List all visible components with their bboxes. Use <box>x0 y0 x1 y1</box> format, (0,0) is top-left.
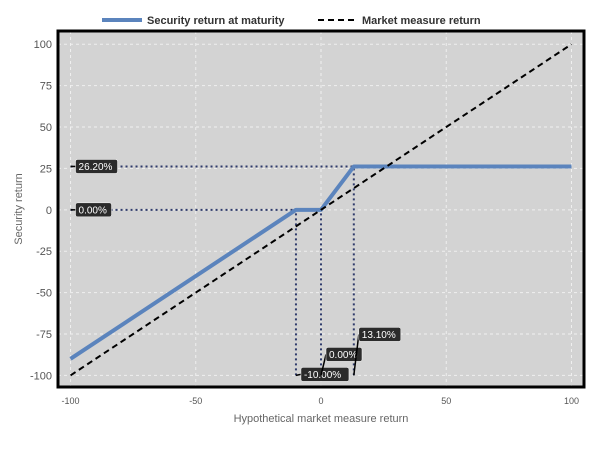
data-label-text: 26.20% <box>79 162 113 173</box>
data-label-text: 0.00% <box>329 350 357 361</box>
plot-frame <box>56 29 586 389</box>
data-label: 26.20% <box>70 159 118 174</box>
y-tick-label: -75 <box>36 329 52 341</box>
data-label: 13.10% <box>353 327 402 376</box>
y-tick-label: 0 <box>46 205 52 217</box>
data-label-text: -10.00% <box>304 370 341 381</box>
legend-label-market-return: Market measure return <box>362 15 481 27</box>
data-label-text: 13.10% <box>362 330 396 341</box>
tick-labels: 100 75 50 25 0 -25 -50 -75 -100 -100 -50 0 50 100 <box>30 39 579 406</box>
legend: Security return at maturity Market measu… <box>102 15 481 27</box>
y-tick-label: 100 <box>34 39 52 51</box>
x-axis-title: Hypothetical market measure return <box>234 413 409 425</box>
grid <box>58 31 584 387</box>
annotations: 26.20% 0.00% -10.00% 0.00% 13.10% <box>70 159 402 382</box>
x-tick-label: 100 <box>564 396 579 406</box>
data-label-box <box>300 367 350 382</box>
data-label-text: 0.00% <box>79 205 107 216</box>
y-tick-label: 25 <box>40 163 52 175</box>
data-label: 0.00% <box>70 202 112 218</box>
data-label-connector <box>353 334 360 376</box>
data-label-connector <box>295 373 302 377</box>
data-label-box <box>358 327 402 342</box>
x-tick-label: -100 <box>62 396 80 406</box>
data-label: -10.00% <box>295 367 350 382</box>
data-label-box <box>75 159 118 174</box>
legend-label-security-return: Security return at maturity <box>147 15 285 27</box>
reference-lines <box>70 165 355 376</box>
series-lines <box>69 43 573 377</box>
y-axis-title: Security return <box>13 173 25 245</box>
y-tick-label: -50 <box>36 288 52 300</box>
data-label-box <box>325 347 363 362</box>
data-label-box <box>75 202 112 218</box>
y-tick-label: -25 <box>36 246 52 258</box>
y-tick-label: -100 <box>30 370 52 382</box>
data-label: 0.00% <box>320 347 363 376</box>
x-tick-label: 50 <box>441 396 451 406</box>
x-tick-label: -50 <box>189 396 202 406</box>
data-label-connector <box>320 354 327 376</box>
y-tick-label: 50 <box>40 122 52 134</box>
x-tick-label: 0 <box>318 396 323 406</box>
series-line-market-return <box>69 43 573 377</box>
y-tick-label: 75 <box>40 81 52 93</box>
